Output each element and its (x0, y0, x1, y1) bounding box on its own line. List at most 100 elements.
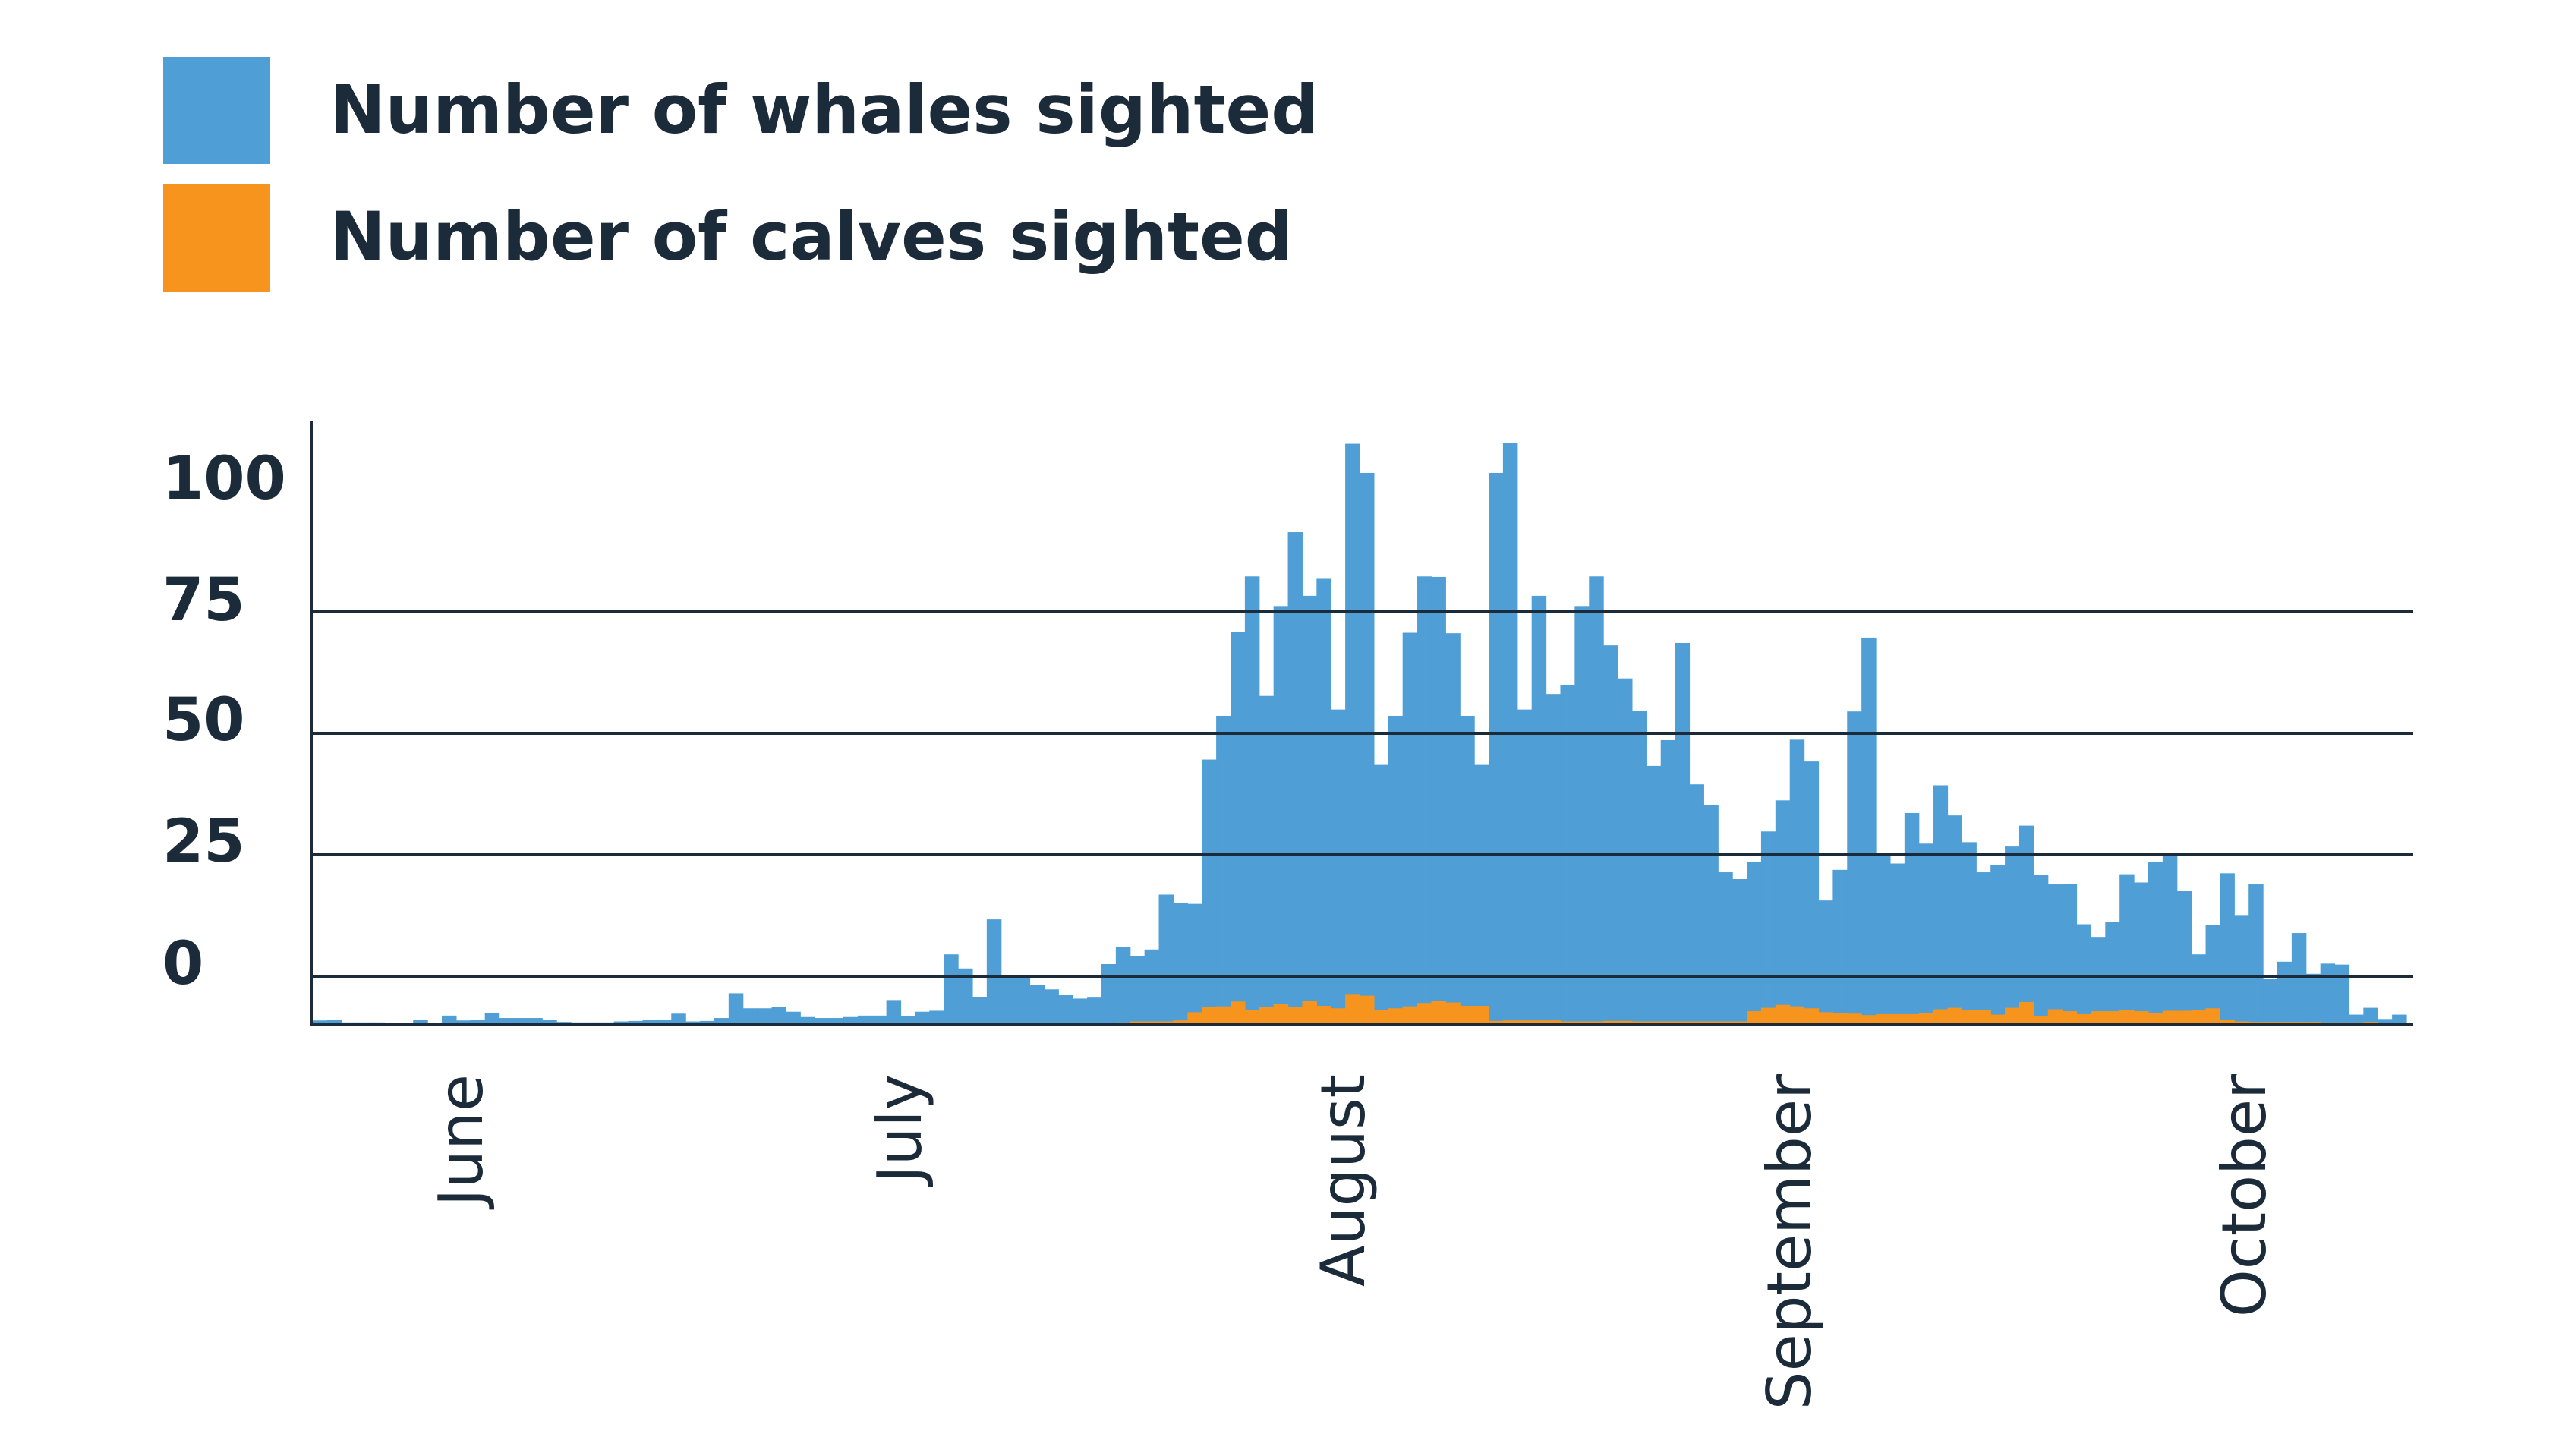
calf-bar-108 (1861, 1015, 1877, 1025)
y-tick-label-100: 100 (162, 445, 286, 513)
y-tick-label-75: 75 (162, 566, 245, 635)
calf-bar-57 (1130, 1021, 1145, 1025)
whale-bar-73 (1360, 472, 1375, 1025)
whale-bar-94 (1660, 739, 1676, 1025)
calf-bar-97 (1703, 1021, 1719, 1025)
calf-bar-131 (2191, 1010, 2207, 1025)
calf-bar-107 (1847, 1013, 1862, 1025)
whale-bar-52 (1058, 994, 1073, 1025)
whale-bar-84 (1517, 709, 1533, 1025)
calf-bar-71 (1331, 1008, 1346, 1025)
whale-bar-30 (742, 1008, 758, 1025)
whale-bar-27 (700, 1020, 715, 1025)
whale-bar-126 (2119, 874, 2135, 1025)
whale-bar-24 (657, 1019, 672, 1025)
calf-bar-69 (1302, 1001, 1317, 1025)
calf-bar-115 (1962, 1010, 1977, 1025)
whale-bar-108 (1861, 637, 1877, 1025)
whale-bar-42 (915, 1011, 930, 1025)
legend-label-whales: Number of whales sighted (329, 71, 1319, 149)
whale-bar-23 (642, 1019, 657, 1025)
calf-bar-104 (1804, 1008, 1820, 1025)
calf-bar-134 (2234, 1021, 2249, 1025)
whale-bar-124 (2091, 937, 2106, 1025)
whale-bar-85 (1531, 595, 1547, 1025)
whale-bar-125 (2105, 922, 2120, 1025)
whale-bar-110 (1889, 863, 1905, 1025)
calf-bar-62 (1202, 1007, 1217, 1025)
whale-bar-145 (2392, 1014, 2407, 1025)
calf-bar-82 (1489, 1020, 1504, 1025)
whale-bar-37 (843, 1016, 859, 1025)
calf-bar-80 (1460, 1006, 1475, 1025)
legend-swatch-whales (163, 57, 270, 164)
whale-bar-60 (1173, 903, 1188, 1025)
whale-bar-48 (1001, 975, 1016, 1025)
whale-bar-118 (2005, 846, 2020, 1025)
calf-bar-86 (1546, 1020, 1561, 1025)
whale-bar-41 (900, 1016, 915, 1025)
calf-bar-68 (1287, 1007, 1303, 1025)
whale-bar-62 (1202, 759, 1217, 1025)
whale-bar-59 (1158, 894, 1174, 1025)
whale-bar-98 (1718, 872, 1733, 1025)
whale-bar-111 (1904, 812, 1920, 1025)
whale-bar-112 (1918, 843, 1934, 1025)
legend: Number of whales sighted Number of calve… (163, 57, 1319, 292)
whale-bar-97 (1703, 805, 1719, 1025)
calf-bar-114 (1947, 1007, 1962, 1025)
whale-bar-102 (1775, 800, 1791, 1025)
gridlines (311, 610, 2413, 978)
whale-bar-65 (1244, 576, 1260, 1025)
whale-bar-14 (513, 1018, 528, 1025)
whale-bar-115 (1962, 842, 1977, 1025)
calf-bar-64 (1230, 1001, 1246, 1025)
whale-bar-46 (972, 997, 988, 1025)
whale-bar-58 (1144, 949, 1160, 1025)
calf-bar-106 (1832, 1013, 1848, 1025)
calf-bar-75 (1388, 1008, 1404, 1025)
whale-bar-49 (1015, 975, 1031, 1025)
calf-bar-110 (1889, 1013, 1905, 1025)
whale-bar-136 (2263, 979, 2278, 1025)
whale-bar-122 (2062, 884, 2078, 1025)
whale-bar-68 (1287, 532, 1303, 1025)
whale-bar-142 (2349, 1014, 2364, 1025)
calf-bar-132 (2205, 1008, 2221, 1025)
whale-bar-51 (1044, 989, 1059, 1025)
whale-bar-96 (1689, 784, 1704, 1025)
y-tick-labels: 0 25 50 75 100 (162, 445, 286, 998)
whale-bar-61 (1187, 903, 1202, 1025)
whale-bar-76 (1402, 632, 1418, 1025)
calf-bar-93 (1646, 1021, 1662, 1025)
whale-bar-123 (2076, 924, 2092, 1025)
y-tick-label-0: 0 (162, 930, 203, 998)
whale-bar-64 (1230, 632, 1246, 1025)
calf-bar-126 (2119, 1010, 2135, 1025)
calf-bar-125 (2105, 1011, 2120, 1025)
whale-bar-78 (1431, 576, 1446, 1025)
calf-bar-74 (1373, 1010, 1389, 1025)
whale-bar-67 (1273, 606, 1289, 1025)
whale-bar-101 (1760, 831, 1776, 1025)
whale-bar-74 (1373, 764, 1389, 1025)
calf-bar-95 (1675, 1021, 1691, 1025)
whale-bar-44 (944, 954, 959, 1025)
whale-bar-56 (1115, 947, 1131, 1025)
whale-bar-36 (829, 1018, 844, 1025)
whale-bar-22 (628, 1020, 644, 1025)
whale-bar-120 (2033, 875, 2049, 1025)
calf-bar-109 (1876, 1013, 1891, 1025)
calf-bar-66 (1259, 1007, 1275, 1025)
calf-bar-102 (1775, 1004, 1791, 1025)
calf-bar-67 (1273, 1004, 1289, 1025)
x-month-label-june: June (426, 1074, 496, 1210)
calf-bar-90 (1603, 1020, 1618, 1025)
whale-bar-117 (1990, 865, 2006, 1025)
whale-bar-31 (757, 1008, 773, 1025)
x-month-label-september: September (1754, 1074, 1825, 1410)
whale-bar-40 (886, 1000, 902, 1025)
calf-bar-88 (1574, 1021, 1590, 1025)
calf-bar-112 (1918, 1013, 1934, 1025)
